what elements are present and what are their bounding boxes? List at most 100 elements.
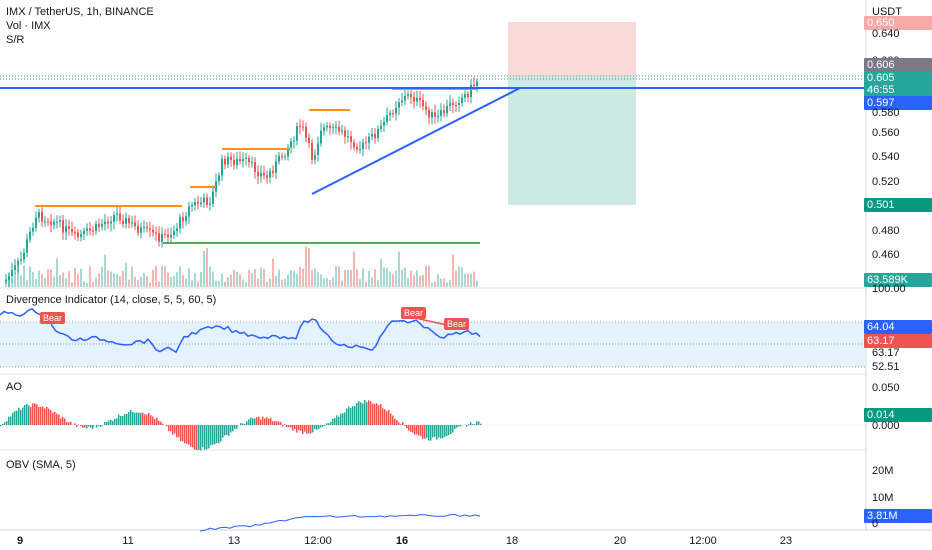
ao-bar [422, 425, 424, 440]
volume-bar [299, 266, 301, 287]
time-label: 20 [613, 535, 627, 547]
ao-bar [304, 425, 306, 432]
price-tick: 0.580 [872, 107, 900, 119]
volume-bar [449, 279, 451, 287]
ao-bar [394, 418, 396, 425]
last-price-tag: 0.605 [864, 71, 932, 85]
ao-bar [286, 425, 288, 428]
volume-bar [200, 271, 202, 287]
volume-bar [431, 282, 433, 287]
resistance-levels[interactable] [35, 88, 478, 207]
candle-body [107, 221, 109, 224]
volume-bars [5, 246, 478, 287]
ao-bar [374, 403, 376, 425]
volume-bar [236, 271, 238, 287]
candle-body [200, 202, 202, 205]
candle-body [437, 115, 439, 117]
ao-bar [110, 419, 112, 425]
obv-title[interactable]: OBV (SMA, 5) [6, 459, 76, 471]
bear-label: Bear [444, 318, 470, 330]
candle-body [119, 213, 121, 221]
ao-bar [220, 425, 222, 442]
ao-bar [240, 423, 242, 425]
volume-bar [245, 281, 247, 287]
candle-body [395, 107, 397, 114]
candle-body [350, 136, 352, 143]
ao-tick: 0.050 [872, 382, 900, 394]
candle-body [128, 218, 130, 224]
ao-bar [436, 425, 438, 440]
price-tick: 0.460 [872, 249, 900, 261]
ao-bar [254, 418, 256, 425]
ao-bar [0, 425, 2, 427]
ao-bar [148, 412, 150, 425]
stop-loss-zone[interactable] [508, 22, 636, 76]
ao-bar [454, 425, 456, 429]
ao-bar [190, 425, 192, 447]
candle-body [416, 97, 418, 102]
ascending-trendline[interactable] [311, 87, 521, 195]
volume-bar [458, 266, 460, 287]
candle-body [308, 137, 310, 144]
volume-bar [350, 269, 352, 287]
volume-bar [335, 265, 337, 287]
divergence-title[interactable]: Divergence Indicator (14, close, 5, 5, 6… [6, 294, 217, 306]
volume-bar [98, 273, 100, 287]
ao-bar [406, 425, 408, 429]
ao-histogram [0, 400, 482, 451]
volume-bar [260, 267, 262, 287]
volume-bar [284, 278, 286, 287]
ao-bar [298, 425, 300, 431]
ao-bar [248, 419, 250, 425]
candle-body [59, 220, 61, 222]
ao-bar [428, 425, 430, 441]
ao-bar [234, 425, 236, 429]
candle-body [20, 259, 22, 261]
ao-title[interactable]: AO [6, 381, 22, 393]
volume-bar [464, 273, 466, 287]
ao-bar [316, 425, 318, 430]
volume-bar [92, 281, 94, 287]
candle-body [227, 156, 229, 165]
time-label: 13 [227, 535, 241, 547]
take-profit-zone[interactable] [508, 76, 636, 205]
ao-bar [32, 403, 34, 425]
ao-bar [112, 420, 114, 425]
ao-bar [274, 421, 276, 425]
ao-bar [64, 418, 66, 425]
ao-bar [472, 424, 474, 425]
volume-bar [143, 273, 145, 287]
ao-bar [182, 425, 184, 442]
candle-body [461, 97, 463, 104]
candle-body [443, 110, 445, 114]
ao-bar [250, 417, 252, 425]
ao-bar [292, 425, 294, 431]
ao-bar [452, 425, 454, 433]
candle-body [338, 126, 340, 132]
volume-bar [113, 273, 115, 287]
volume-bar [215, 280, 217, 287]
ao-bar [270, 417, 272, 425]
volume-bar [128, 279, 130, 287]
volume-bar [455, 270, 457, 287]
ao-bar [4, 422, 6, 425]
ao-bar [450, 425, 452, 434]
ao-bar [368, 400, 370, 425]
candle-body [446, 105, 448, 114]
ao-bar [192, 425, 194, 448]
candle-body [68, 226, 70, 229]
candle-body [98, 223, 100, 227]
current-price-tag: 0.606 [864, 58, 932, 72]
volume-bar [425, 266, 427, 287]
volume-bar [224, 281, 226, 287]
ao-bar [60, 418, 62, 425]
volume-bar [161, 265, 163, 287]
volume-bar [32, 272, 34, 287]
ao-bar [404, 425, 406, 426]
ao-bar [456, 425, 458, 428]
ao-bar [300, 425, 302, 431]
candle-body [242, 158, 244, 162]
volume-bar [473, 271, 475, 287]
ao-bar [324, 425, 326, 426]
